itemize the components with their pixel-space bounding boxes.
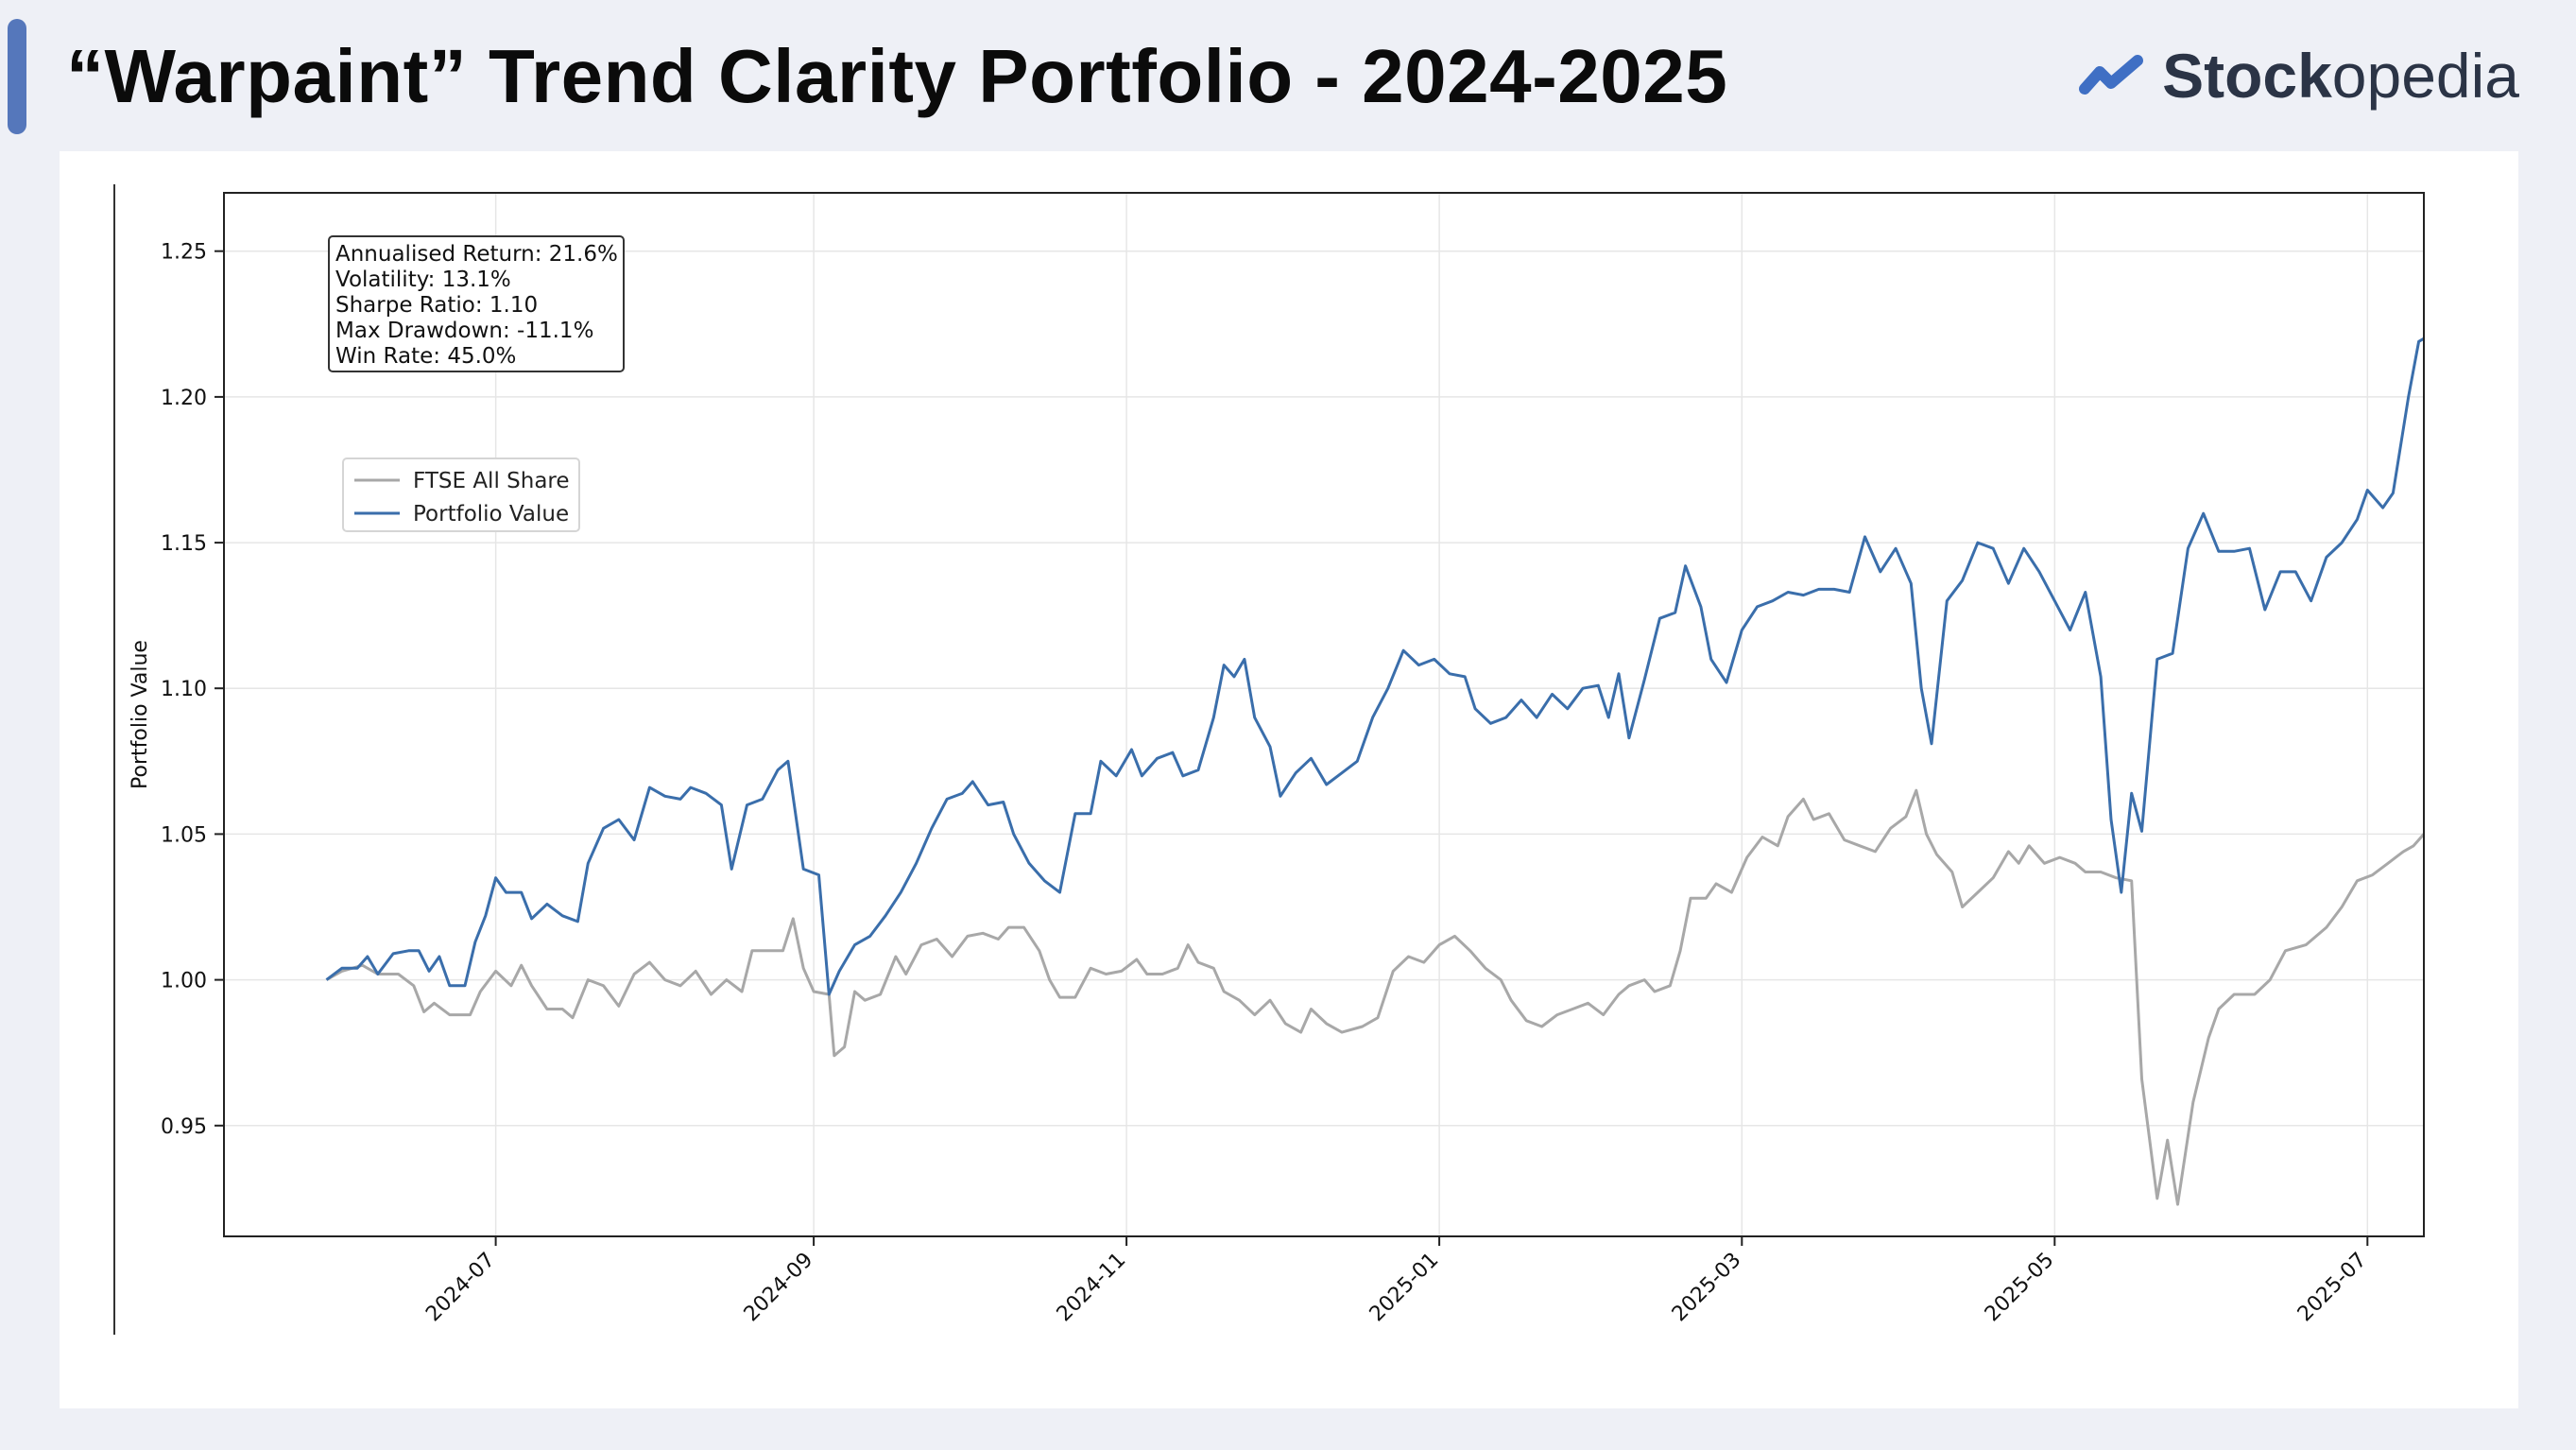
- y-axis-label: Portfolio Value: [129, 640, 152, 789]
- x-tick-label: 2025-05: [1981, 1249, 2059, 1327]
- brand-logo: Stockopedia: [2077, 28, 2519, 123]
- x-tick-label: 2024-09: [740, 1249, 818, 1327]
- plot-frame: [223, 192, 2425, 1237]
- x-tick-label: 2025-03: [1668, 1249, 1746, 1327]
- stats-box: Annualised Return: 21.6% Volatility: 13.…: [328, 235, 625, 372]
- series-layer: [325, 337, 2426, 1206]
- legend-frame: [342, 457, 580, 532]
- y-tick-label: 1.15: [161, 532, 207, 556]
- stat-win-rate: Win Rate: 45.0%: [335, 344, 516, 369]
- brand-name: Stockopedia: [2162, 40, 2519, 112]
- x-axis: 2024-07 2024-09 2024-11 2025-01 2025-03 2025-…: [421, 1236, 2372, 1327]
- legend-label-ftse: FTSE All Share: [413, 469, 570, 493]
- y-tick-label: 1.05: [161, 823, 207, 847]
- y-tick-label: 1.10: [161, 678, 207, 701]
- y-tick-label: 1.20: [161, 387, 207, 410]
- x-tick-label: 2025-07: [2293, 1249, 2372, 1327]
- y-tick-label: 0.95: [161, 1115, 207, 1139]
- brand-name-bold: Stock: [2162, 41, 2332, 111]
- chart-card: 0.95 1.00 1.05 1.10 1.15 1.20 1.25 2024-07 2024…: [60, 151, 2518, 1408]
- legend: FTSE All Share Portfolio Value: [342, 457, 580, 532]
- brand-name-regular: opedia: [2331, 41, 2519, 111]
- accent-bar: [8, 19, 26, 134]
- y-tick-label: 1.00: [161, 970, 207, 993]
- stat-max-drawdown: Max Drawdown: -11.1%: [335, 319, 593, 343]
- stats-box-frame: [328, 235, 625, 372]
- legend-label-portfolio: Portfolio Value: [413, 502, 569, 526]
- series-line-ftse-all-share: [325, 788, 2426, 1206]
- x-tick-label: 2024-11: [1053, 1249, 1131, 1327]
- stat-annualised-return: Annualised Return: 21.6%: [335, 242, 618, 267]
- portfolio-chart: 0.951.001.051.101.151.201.25 2024-07 2024…: [113, 184, 2426, 1335]
- y-axis: 0.95 1.00 1.05 1.10 1.15 1.20 1.25: [161, 241, 224, 1139]
- stat-volatility: Volatility: 13.1%: [335, 268, 511, 292]
- page-title: “Warpaint” Trend Clarity Portfolio - 202…: [66, 34, 1728, 118]
- series-line-portfolio-value: [325, 337, 2425, 996]
- stockopedia-logo-icon: [2079, 55, 2144, 95]
- x-tick-label: 2025-01: [1365, 1249, 1444, 1327]
- y-tick-label: 1.25: [161, 241, 207, 265]
- stat-sharpe-ratio: Sharpe Ratio: 1.10: [335, 293, 538, 318]
- x-tick-label: 2024-07: [421, 1249, 500, 1327]
